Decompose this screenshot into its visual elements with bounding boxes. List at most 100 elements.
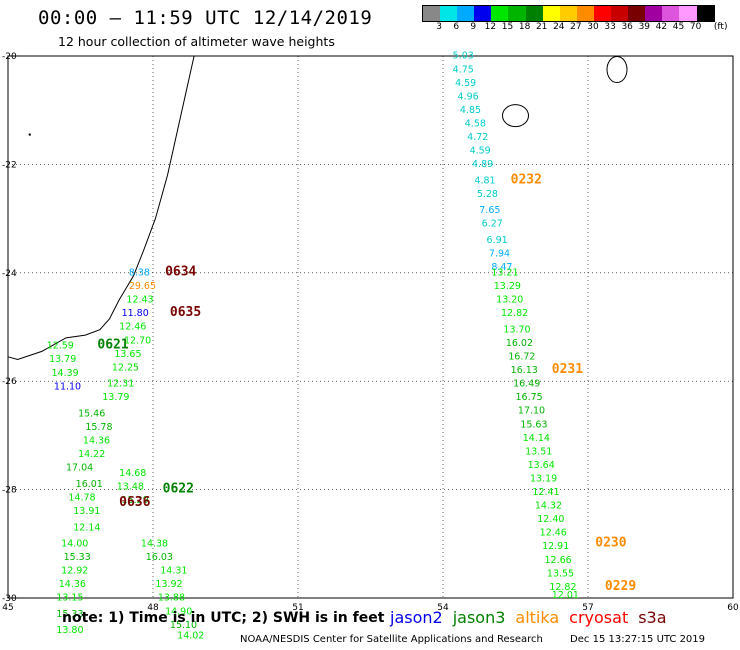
longitude-tick-label: 45 <box>2 603 13 613</box>
wave-height-value: 12.70 <box>124 335 151 346</box>
latitude-tick-label: -22 <box>2 160 17 170</box>
colorbar-swatch <box>576 6 594 21</box>
wave-height-value: 4.96 <box>458 91 479 102</box>
wave-height-value: 11.10 <box>54 381 81 392</box>
wave-height-value: 29.65 <box>129 281 156 292</box>
footer-note: note: 1) Time is in UTC; 2) SWH is in fe… <box>62 610 385 626</box>
mauritius-island-outline <box>606 56 628 84</box>
wave-height-value: 13.21 <box>491 268 518 279</box>
wave-height-value: 13.51 <box>525 446 552 457</box>
legend-satellite-jason3: jason3 <box>452 608 506 627</box>
colorbar-swatch <box>457 6 475 21</box>
pass-time-label: 0232 <box>511 172 542 187</box>
latitude-tick-label: -26 <box>2 377 17 387</box>
colorbar-tick-label: 18 <box>518 22 531 32</box>
legend-satellite-altika: altika <box>515 608 560 627</box>
wave-height-value: 13.19 <box>530 473 557 484</box>
colorbar-swatch <box>491 6 509 21</box>
wave-height-value: 4.81 <box>474 175 495 186</box>
wave-height-value: 16.72 <box>508 352 535 363</box>
wave-height-value: 15.29 <box>122 495 149 506</box>
wave-height-value: 14.02 <box>177 631 204 642</box>
wave-height-value: 12.14 <box>73 522 100 533</box>
wave-height-value: 15.33 <box>56 609 83 620</box>
pass-time-label: 0635 <box>170 305 201 320</box>
colorbar-swatch <box>423 6 441 21</box>
credit-text: NOAA/NESDIS Center for Satellite Applica… <box>240 634 543 645</box>
pass-time-label: 0229 <box>605 579 636 594</box>
wave-height-value: 4.75 <box>453 64 474 75</box>
wave-height-value: 12.92 <box>61 566 88 577</box>
pass-time-label: 0231 <box>552 362 583 377</box>
colorbar-swatch <box>508 6 526 21</box>
wave-height-value: 8.47 <box>491 262 512 273</box>
reunion-island-outline <box>502 104 529 128</box>
wave-height-value: 14.36 <box>83 436 110 447</box>
wave-height-value: 17.04 <box>66 463 93 474</box>
wave-height-value: 13.48 <box>117 482 144 493</box>
wave-height-value: 4.59 <box>455 78 476 89</box>
wave-height-value: 12.82 <box>549 582 576 593</box>
wave-height-value: 12.46 <box>119 322 146 333</box>
colorbar-tick-label: 12 <box>484 22 497 32</box>
colorbar-tick-label: 30 <box>587 22 599 32</box>
wave-height-value: 12.41 <box>532 487 559 498</box>
colorbar-tick-label: 15 <box>501 22 514 32</box>
generated-timestamp: Dec 15 13:27:15 UTC 2019 <box>570 634 706 645</box>
colorbar-tick-label: 27 <box>570 22 582 32</box>
colorbar-tick-label: 42 <box>655 22 668 32</box>
wave-height-value: 7.94 <box>489 249 510 260</box>
wave-height-value: 16.13 <box>511 365 538 376</box>
longitude-tick-label: 51 <box>292 603 303 613</box>
colorbar-tick-label: 45 <box>672 22 685 32</box>
wave-height-value: 11.80 <box>122 308 149 319</box>
legend-satellite-jason2: jason2 <box>390 608 443 627</box>
wave-height-value: 15.63 <box>520 419 547 430</box>
wave-height-value: 7.65 <box>479 205 500 216</box>
wave-height-value: 12.46 <box>540 528 567 539</box>
latitude-tick-label: -28 <box>2 486 17 496</box>
wave-height-value: 4.85 <box>460 105 481 116</box>
wave-height-value: 13.80 <box>56 625 83 636</box>
wave-height-value: 13.79 <box>102 392 129 403</box>
wave-height-value: 4.59 <box>470 146 491 157</box>
colorbar-swatch <box>525 6 543 21</box>
legend-satellite-s3a: s3a <box>638 608 667 627</box>
wave-height-value: 16.49 <box>513 379 540 390</box>
wave-height-value: 13.70 <box>503 324 530 335</box>
wave-height-value: 14.78 <box>68 492 95 503</box>
wave-height-value: 14.39 <box>52 368 79 379</box>
satellite-legend: jason2 jason3 altika cryosat s3a <box>390 608 677 627</box>
wave-height-value: 13.64 <box>528 460 555 471</box>
colorbar-swatch <box>679 6 697 21</box>
longitude-tick-label: 48 <box>147 603 159 613</box>
islet-marker <box>28 133 31 136</box>
wave-height-value: 17.10 <box>518 406 545 417</box>
colorbar-unit-label: (ft) <box>713 22 728 32</box>
colorbar-swatch <box>628 6 646 21</box>
colorbar-swatch <box>696 6 714 21</box>
colorbar-swatch <box>662 6 680 21</box>
wave-height-value: 13.91 <box>73 506 100 517</box>
wave-height-value: 15.78 <box>85 422 112 433</box>
page-title: 00:00 – 11:59 UTC 12/14/2019 <box>38 7 373 29</box>
credit-line: NOAA/NESDIS Center for Satellite Applica… <box>240 634 705 645</box>
wave-height-value: 8.38 <box>129 268 150 279</box>
colorbar-tick-label: 6 <box>453 22 460 32</box>
wave-height-value: 16.03 <box>146 552 173 563</box>
madagascar-coastline <box>7 55 195 361</box>
wave-height-value: 14.36 <box>59 579 86 590</box>
wave-height-value: 14.38 <box>141 539 168 550</box>
colorbar-swatch <box>611 6 629 21</box>
wave-height-value: 12.66 <box>545 555 572 566</box>
wave-height-value: 5.03 <box>453 51 474 62</box>
wave-height-value: 16.01 <box>76 479 103 490</box>
colorbar-swatch <box>559 6 577 21</box>
wave-height-value: 13.79 <box>49 354 76 365</box>
wave-height-value: 13.55 <box>547 568 574 579</box>
wave-height-value: 12.82 <box>501 308 528 319</box>
wave-height-value: 15.10 <box>170 620 197 631</box>
pass-time-label: 0621 <box>97 338 128 353</box>
wave-height-value: 12.59 <box>47 341 74 352</box>
